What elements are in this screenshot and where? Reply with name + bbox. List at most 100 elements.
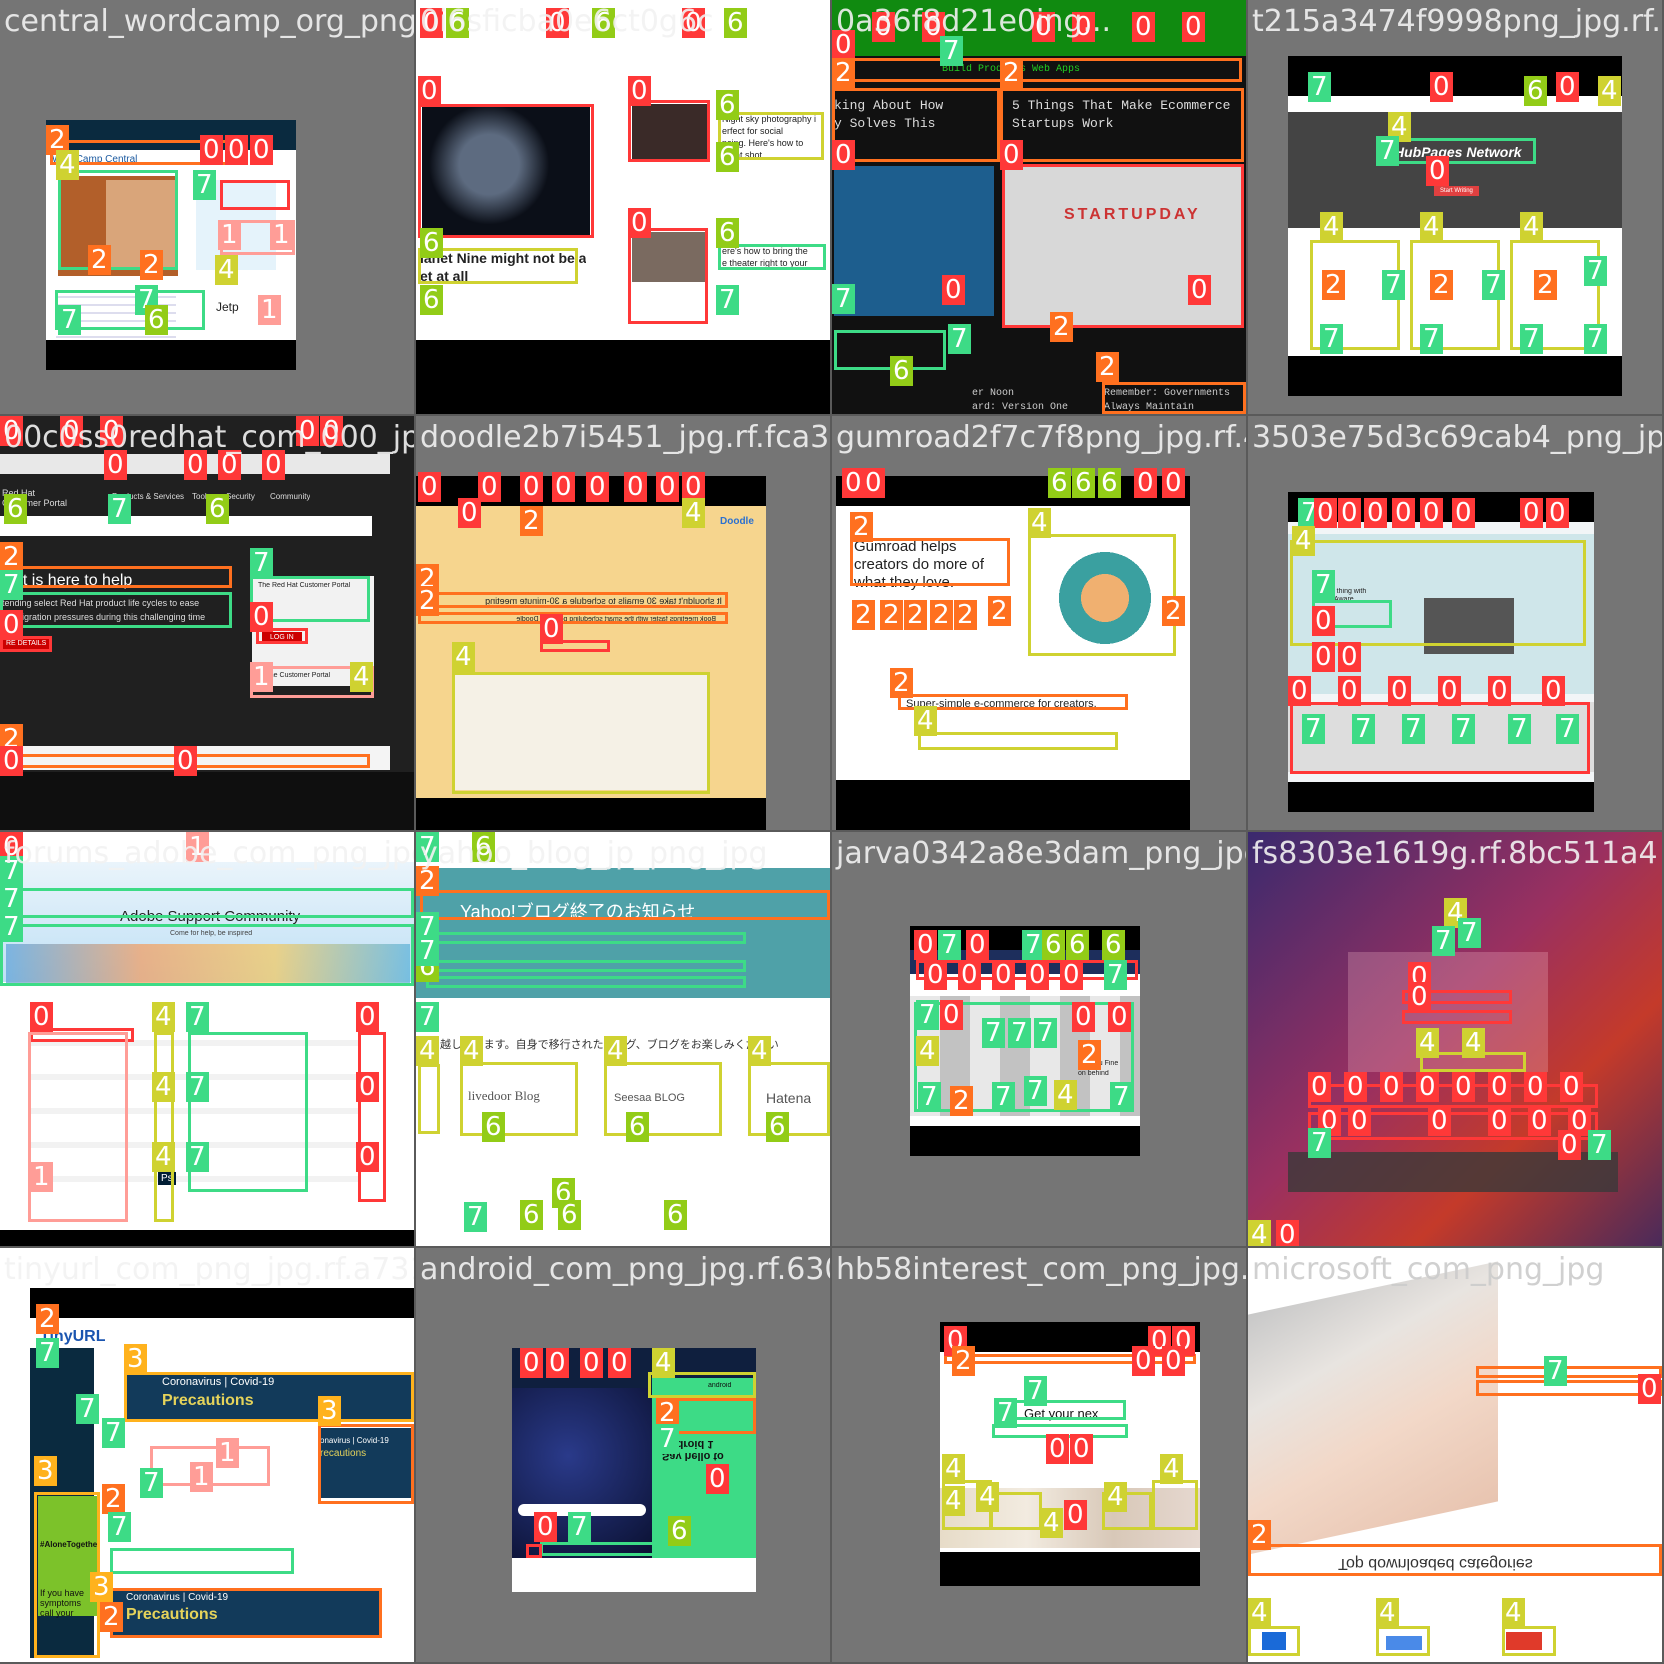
headline-2[interactable]: et at all bbox=[420, 268, 469, 284]
det-label: 0 bbox=[922, 12, 945, 42]
tile-pinterest: hb58interest_com_png_jpg.r Get your nex … bbox=[832, 1248, 1246, 1662]
det-box bbox=[124, 1372, 414, 1422]
det-label: 4 bbox=[56, 150, 79, 180]
det-label: 0 bbox=[1162, 468, 1185, 498]
det-label: 7 bbox=[0, 884, 23, 914]
login-button[interactable]: LOG IN bbox=[262, 632, 302, 643]
planet-image bbox=[422, 106, 590, 236]
det-label: 2 bbox=[952, 1346, 975, 1376]
article-title[interactable]: king About How bbox=[834, 98, 944, 113]
tile-corridor: fs8303e1619g.rf.8bc511a4 4 7 7 0 0 4 4 0… bbox=[1248, 832, 1662, 1246]
article-title[interactable]: Remember: Governments bbox=[1104, 388, 1231, 399]
det-label: 0 bbox=[1452, 498, 1475, 528]
tile-doodle: doodle2b7i5451_jpg.rf.fca3 Doodle It sho… bbox=[416, 416, 830, 830]
det-label: 7 bbox=[0, 912, 23, 942]
det-label: 0 bbox=[200, 135, 223, 165]
det-label: 0 bbox=[1528, 1106, 1551, 1136]
portal-title[interactable]: Red Hat Customer Portal bbox=[2, 488, 68, 508]
det-label: 2 bbox=[890, 668, 913, 698]
det-label: 7 bbox=[1034, 1018, 1057, 1048]
det-label: 0 bbox=[608, 1348, 631, 1378]
notice-text: に引越しできます。自身で移行されたブログ、ブログをお楽しみください bbox=[418, 1039, 779, 1051]
blog-card[interactable] bbox=[462, 1064, 578, 1136]
det-label: 0 bbox=[1452, 1072, 1475, 1102]
det-label: 0 bbox=[628, 208, 651, 238]
thumb-bottom-bar bbox=[0, 772, 414, 830]
det-box bbox=[30, 1028, 134, 1042]
nav-link[interactable]: Community bbox=[270, 492, 311, 501]
det-label: 7 bbox=[916, 1000, 939, 1030]
det-label: 7 bbox=[940, 36, 963, 66]
article-title[interactable]: 5 Things That Make Ecommerce bbox=[1012, 98, 1231, 113]
det-label: 0 bbox=[1408, 982, 1431, 1012]
banner-heading: onavirus | Covid-19 bbox=[320, 1436, 389, 1445]
login-panel-link[interactable]: o the Customer Portal bbox=[262, 672, 331, 679]
seesaa-logo: Seesaa BLOG bbox=[614, 1092, 685, 1104]
det-label: 7 bbox=[0, 570, 23, 600]
det-label: 0 bbox=[250, 602, 273, 632]
tile-hubpages: t215a3474f9998png_jpg.rf.8 HubPages Netw… bbox=[1248, 0, 1662, 414]
article-title[interactable]: Always Maintain bbox=[1104, 402, 1195, 413]
det-box bbox=[418, 612, 728, 624]
tile-title: jarva0342a8e3dam_png_jpg bbox=[836, 836, 1246, 871]
doodle-logo[interactable]: Doodle bbox=[720, 516, 754, 527]
det-box bbox=[918, 732, 1118, 750]
nav-link[interactable]: Security bbox=[226, 492, 255, 501]
product-row bbox=[1288, 702, 1594, 772]
det-label: 0 bbox=[1134, 468, 1157, 498]
bottom-black-bar bbox=[910, 1126, 1140, 1156]
det-label: 0 bbox=[174, 746, 197, 776]
hatena-logo: Hatena bbox=[766, 1090, 812, 1106]
site-logo-text[interactable]: WordCamp Central bbox=[52, 154, 138, 165]
det-box bbox=[1510, 240, 1600, 350]
story-text: great shot bbox=[722, 150, 763, 160]
banner-3 bbox=[112, 1588, 382, 1636]
blog-card[interactable] bbox=[750, 1064, 830, 1136]
nav-link[interactable]: Tools bbox=[192, 492, 211, 501]
det-label: 4 bbox=[604, 1036, 627, 1066]
det-label: 7 bbox=[938, 930, 961, 960]
det-label: 4 bbox=[1420, 212, 1443, 242]
category-icon[interactable] bbox=[1262, 1632, 1286, 1650]
det-box bbox=[0, 888, 414, 918]
det-box bbox=[0, 592, 232, 628]
night-sky-image bbox=[632, 104, 708, 160]
tile-microsoft: microsoft_com_png_jpg Top downloaded cat… bbox=[1248, 1248, 1662, 1662]
det-label: 0 bbox=[1560, 1072, 1583, 1102]
det-label: 6 bbox=[4, 494, 27, 524]
det-box bbox=[1102, 382, 1246, 414]
tile-android: android_com_png_jpg.rf.630 Say hello to … bbox=[416, 1248, 830, 1662]
site-logo[interactable]: HubPages Network bbox=[1394, 144, 1522, 160]
article-title[interactable]: Startups Work bbox=[1012, 116, 1114, 131]
tile-news: 0i6sficba0e6ct0g6c lanet Nine might not … bbox=[416, 0, 830, 414]
det-label: 7 bbox=[464, 1202, 487, 1232]
det-label: 0 bbox=[1344, 1072, 1367, 1102]
article-title[interactable]: ard: Version One bbox=[972, 402, 1069, 413]
tile-title: yahoo_blog_jp_png_jpg bbox=[420, 836, 768, 871]
det-label: 0 bbox=[628, 76, 651, 106]
tile-title: forums_adobe_com_png_jpg bbox=[4, 836, 414, 871]
det-label: 4 bbox=[1598, 76, 1621, 106]
search-bar[interactable] bbox=[0, 516, 372, 536]
nav-link[interactable]: Products & Services bbox=[112, 492, 185, 501]
headline-1[interactable]: lanet Nine might not be a bbox=[420, 250, 587, 266]
det-label: 0 bbox=[924, 960, 947, 990]
det-label: 6 bbox=[206, 494, 229, 524]
det-label: 7 bbox=[108, 494, 131, 524]
det-label: 2 bbox=[46, 125, 69, 155]
det-box bbox=[452, 672, 710, 794]
det-box bbox=[1290, 702, 1590, 774]
more-details-button[interactable]: RE DETAILS bbox=[2, 638, 51, 649]
category-icon[interactable] bbox=[1386, 1636, 1422, 1650]
det-label: 4 bbox=[1160, 1454, 1183, 1484]
det-label: 7 bbox=[193, 170, 216, 200]
det-label: 7 bbox=[416, 912, 439, 942]
tile-title: 00c0ss0redhat_com_000_jpg bbox=[4, 420, 414, 455]
det-label: 0 bbox=[1132, 1346, 1155, 1376]
start-writing-button[interactable]: Start Writing bbox=[1434, 186, 1479, 196]
tile-title: 0a36f8d21e0ing... bbox=[836, 4, 1112, 39]
article-title[interactable]: y Solves This bbox=[834, 116, 936, 131]
det-box bbox=[604, 1062, 722, 1136]
article-title[interactable]: er Noon bbox=[972, 388, 1015, 399]
category-icon[interactable] bbox=[1506, 1632, 1542, 1650]
